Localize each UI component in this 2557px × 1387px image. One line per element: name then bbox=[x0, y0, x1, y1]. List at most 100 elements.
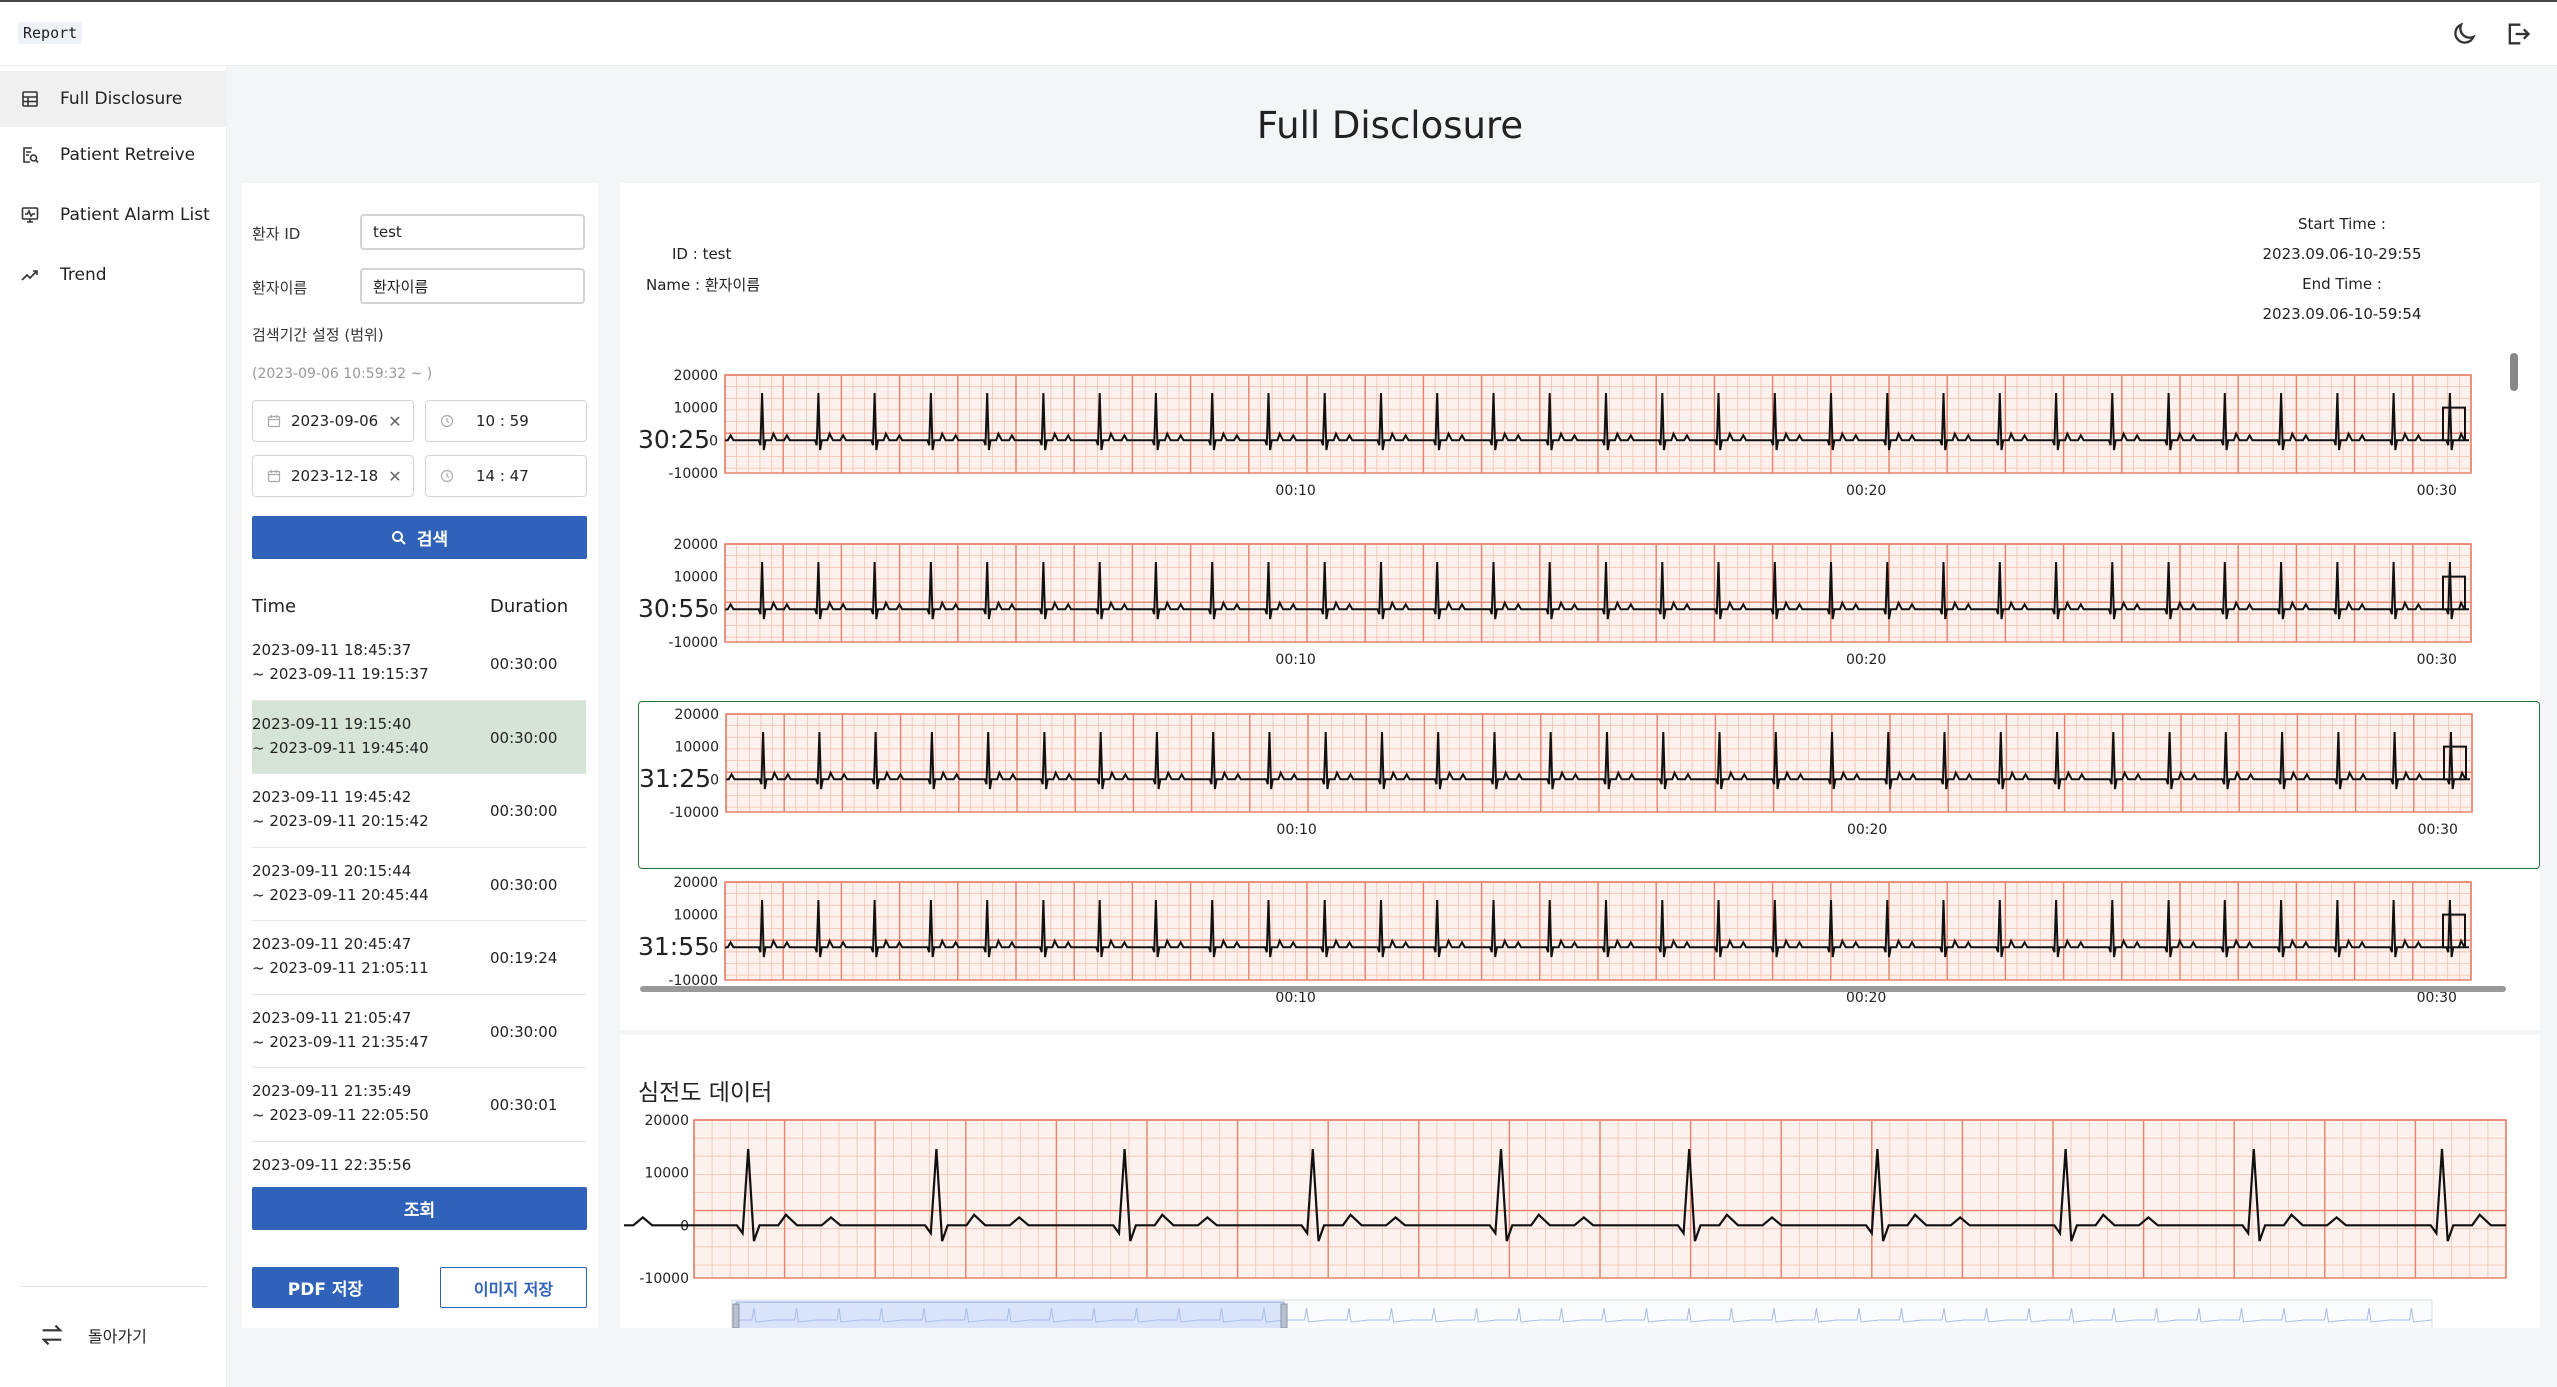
start-date-picker[interactable]: 2023-09-06 ✕ bbox=[252, 400, 414, 442]
end-date-picker[interactable]: 2023-12-18 ✕ bbox=[252, 455, 414, 497]
search-button[interactable]: 검색 bbox=[252, 516, 587, 559]
ecg-strip[interactable]: 31:55 20000 10000 0 -10000 00:10 00:20 00:30 bbox=[638, 870, 2540, 1038]
row-duration: 00:30:00 bbox=[490, 802, 558, 820]
horizontal-scrollbar[interactable] bbox=[640, 986, 2506, 992]
pdf-save-label: PDF 저장 bbox=[287, 1280, 364, 1300]
row-end: ~ 2023-09-11 21:35:47 bbox=[252, 1032, 429, 1051]
records-list: 2023-09-11 18:45:37 ~ 2023-09-11 19:15:37… bbox=[252, 627, 586, 1170]
table-row[interactable]: 2023-09-11 18:45:37 ~ 2023-09-11 19:15:37… bbox=[252, 627, 586, 701]
y-tick-label: -10000 bbox=[639, 1271, 689, 1287]
row-start: 2023-09-11 21:35:49 bbox=[252, 1082, 412, 1100]
start-time-value: 2023.09.06-10-29:55 bbox=[2262, 245, 2422, 263]
y-tick-label: -10000 bbox=[668, 635, 718, 651]
x-tick-label: 00:10 bbox=[1275, 483, 1315, 499]
start-time-picker[interactable]: 10 : 59 bbox=[425, 400, 587, 442]
patient-name-input[interactable] bbox=[360, 268, 585, 304]
ecg-trace bbox=[624, 1149, 2506, 1241]
clock-icon bbox=[440, 414, 454, 428]
end-time-label: End Time : bbox=[2302, 275, 2382, 293]
row-end: ~ 2023-09-11 19:45:40 bbox=[252, 738, 429, 757]
x-tick-label: 00:30 bbox=[2418, 822, 2458, 838]
sidebar-item-trend[interactable]: Trend bbox=[0, 247, 227, 303]
start-time-label: Start Time : bbox=[2298, 215, 2386, 233]
patient-id-label: 환자 ID bbox=[252, 225, 301, 243]
navigator-trace bbox=[732, 1307, 2433, 1323]
col-time: Time bbox=[252, 596, 297, 617]
sidebar-item-full-disclosure[interactable]: Full Disclosure bbox=[0, 71, 227, 127]
range-handle-left[interactable] bbox=[732, 1303, 740, 1328]
back-label: 돌아가기 bbox=[88, 1327, 147, 1346]
x-tick-label: 00:30 bbox=[2417, 483, 2457, 499]
image-save-button[interactable]: 이미지 저장 bbox=[440, 1267, 587, 1308]
calendar-icon bbox=[267, 415, 281, 428]
logout-icon[interactable] bbox=[2504, 20, 2532, 48]
clear-end-date-icon[interactable]: ✕ bbox=[388, 466, 402, 486]
search-doc-icon bbox=[23, 147, 39, 164]
sidebar-item-patient-alarm-list[interactable]: Patient Alarm List bbox=[0, 187, 227, 243]
clock-icon bbox=[440, 469, 454, 483]
strip-time-label: 30:55 bbox=[638, 594, 711, 623]
ecg-trace bbox=[724, 561, 2470, 620]
row-start: 2023-09-11 20:15:44 bbox=[252, 861, 412, 880]
table-icon bbox=[22, 91, 38, 107]
row-duration: 00:30:00 bbox=[490, 1170, 557, 1171]
page-title: Full Disclosure bbox=[1256, 104, 1524, 147]
end-time-picker[interactable]: 14 : 47 bbox=[425, 455, 587, 497]
search-button-label: 검색 bbox=[416, 530, 449, 550]
end-time-value: 14 : 47 bbox=[476, 467, 529, 485]
y-tick-label: 20000 bbox=[673, 537, 718, 553]
table-row[interactable]: 2023-09-11 19:45:42 ~ 2023-09-11 20:15:42… bbox=[252, 774, 586, 848]
table-row[interactable]: 2023-09-11 22:35:56 00:30:00 bbox=[252, 1142, 586, 1171]
y-tick-label: -10000 bbox=[668, 466, 718, 482]
row-duration: 00:30:00 bbox=[490, 1022, 558, 1041]
start-date-value: 2023-09-06 bbox=[291, 412, 379, 430]
patient-name-text: Name : 환자이름 bbox=[646, 276, 761, 294]
pdf-save-button[interactable]: PDF 저장 bbox=[252, 1267, 399, 1308]
dark-mode-icon[interactable] bbox=[2450, 20, 2478, 48]
query-button[interactable]: 조회 bbox=[252, 1187, 587, 1230]
vertical-scrollbar[interactable] bbox=[2510, 353, 2518, 391]
grid-minor bbox=[694, 1120, 2506, 1278]
x-tick-label: 00:20 bbox=[1846, 652, 1886, 668]
grid-border bbox=[724, 543, 2472, 643]
y-tick-label: -10000 bbox=[668, 973, 718, 989]
col-duration: Duration bbox=[490, 596, 569, 617]
table-row[interactable]: 2023-09-11 21:05:47 ~ 2023-09-11 21:35:47… bbox=[252, 995, 586, 1068]
table-row[interactable]: 2023-09-11 21:35:49 ~ 2023-09-11 22:05:50… bbox=[252, 1068, 586, 1142]
row-duration: 00:30:00 bbox=[490, 875, 558, 894]
strip-chart: 20000 10000 0 -10000 00:10 00:20 00:30 bbox=[669, 707, 2473, 838]
row-end: ~ 2023-09-11 22:05:50 bbox=[252, 1106, 429, 1124]
ecg-strip[interactable]: 31:25 20000 10000 0 -10000 00:10 00:20 00:30 bbox=[638, 701, 2540, 869]
y-tick-label: 0 bbox=[709, 940, 718, 956]
range-handle-right[interactable] bbox=[1280, 1303, 1288, 1328]
row-duration: 00:30:00 bbox=[490, 655, 558, 673]
row-start: 2023-09-11 20:45:47 bbox=[252, 935, 412, 953]
table-row[interactable]: 2023-09-11 20:45:47 ~ 2023-09-11 21:05:11… bbox=[252, 921, 586, 995]
table-row[interactable]: 2023-09-11 20:15:44 ~ 2023-09-11 20:45:44… bbox=[252, 848, 586, 921]
sidebar-item-label: Patient Retreive bbox=[60, 145, 196, 165]
row-duration: 00:19:24 bbox=[490, 949, 558, 967]
y-tick-label: 10000 bbox=[644, 1166, 689, 1182]
ecg-trace bbox=[725, 731, 2471, 790]
row-start: 2023-09-11 19:15:40 bbox=[252, 714, 412, 733]
ecg-strip[interactable]: 30:55 20000 10000 0 -10000 00:10 00:20 00:30 bbox=[638, 532, 2540, 700]
patient-id-input[interactable] bbox=[360, 214, 585, 250]
x-tick-label: 00:30 bbox=[2417, 990, 2457, 1006]
strip-time-label: 31:55 bbox=[638, 932, 711, 961]
search-panel: 환자 ID 환자이름 검색기간 설정 (범위) (2023-09-06 10:5… bbox=[242, 183, 598, 1328]
row-end: ~ 2023-09-11 20:45:44 bbox=[252, 885, 429, 904]
x-tick-label: 00:10 bbox=[1275, 990, 1315, 1006]
sidebar-item-patient-retreive[interactable]: Patient Retreive bbox=[0, 127, 227, 183]
table-row[interactable]: 2023-09-11 19:15:40 ~ 2023-09-11 19:45:40… bbox=[252, 700, 586, 774]
y-tick-label: 10000 bbox=[673, 570, 718, 586]
patient-id-text: ID : test bbox=[672, 245, 732, 263]
ecg-strip[interactable]: 30:25 20000 10000 0 -10000 00:10 00:20 00:30 bbox=[638, 363, 2540, 531]
disclosure-panel: ID : test Name : 환자이름 Start Time : 2023.… bbox=[620, 183, 2540, 1030]
back-button[interactable]: 돌아가기 bbox=[38, 1321, 147, 1349]
end-time-value: 2023.09.06-10-59:54 bbox=[2262, 305, 2422, 323]
x-tick-label: 00:20 bbox=[1846, 483, 1886, 499]
clear-start-date-icon[interactable]: ✕ bbox=[388, 411, 402, 431]
y-tick-label: 20000 bbox=[673, 368, 718, 384]
sidebar-item-label: Patient Alarm List bbox=[60, 205, 210, 225]
